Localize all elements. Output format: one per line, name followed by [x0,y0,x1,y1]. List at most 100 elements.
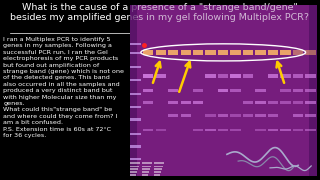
Bar [229,5,242,176]
Bar [143,74,153,78]
Bar [130,162,140,164]
Text: What is the cause of a presence of a "strange band/gene"
besides my amplified ge: What is the cause of a presence of a "st… [11,3,309,22]
Bar [218,50,228,55]
Bar [167,5,180,176]
Bar [142,171,149,173]
Bar [293,101,303,104]
Bar [267,5,279,176]
Bar [142,166,151,167]
Bar [279,5,292,176]
Bar [230,114,241,117]
Bar [168,114,178,117]
Bar [255,89,266,92]
Bar [130,5,137,176]
Bar [180,5,192,176]
Bar [280,50,291,55]
Bar [180,50,191,55]
Bar [154,168,162,170]
Bar [268,114,278,117]
Bar [280,101,291,104]
Bar [280,74,291,78]
Bar [268,129,278,131]
Bar [142,174,148,176]
Bar [243,50,253,55]
Bar [293,74,303,78]
Bar [255,101,266,104]
Bar [143,129,153,131]
Bar [180,114,191,117]
Bar [130,145,141,148]
Bar [305,114,316,117]
Bar [168,101,178,104]
Bar [168,89,178,92]
Bar [143,101,153,104]
Bar [305,89,316,92]
Bar [130,168,139,170]
Bar [130,79,141,81]
Bar [130,5,317,176]
Bar [293,129,303,131]
Bar [255,50,266,55]
Bar [243,74,253,78]
Bar [304,5,317,176]
Bar [280,129,291,131]
Bar [205,50,216,55]
Bar [218,129,228,131]
Bar [142,5,155,176]
Bar [204,5,217,176]
Bar [156,50,166,55]
Bar [168,50,178,55]
Bar [130,118,141,121]
Bar [268,101,278,104]
Bar [205,129,216,131]
Bar [130,133,141,135]
Bar [155,5,167,176]
Bar [255,129,266,131]
Bar [130,158,141,160]
Bar [154,162,164,164]
Bar [305,50,316,55]
Bar [154,171,161,173]
Bar [130,106,141,108]
Bar [268,50,278,55]
Bar [268,74,278,78]
Bar [292,5,304,176]
Bar [205,74,216,78]
Bar [154,166,163,167]
Bar [130,5,142,176]
Bar [230,129,241,131]
Bar [154,174,160,176]
Bar [130,174,136,176]
Bar [255,114,266,117]
Bar [309,5,317,176]
Bar [130,66,141,68]
Bar [193,50,203,55]
Bar [254,5,267,176]
Bar [230,89,241,92]
Bar [243,101,253,104]
Bar [293,89,303,92]
Bar [130,43,141,45]
Bar [218,74,228,78]
Text: I ran a Multiplex PCR to identify 5
genes in my samples. Following a
successful : I ran a Multiplex PCR to identify 5 gene… [3,37,124,138]
Bar [143,50,153,55]
Bar [142,168,150,170]
Bar [193,129,203,131]
Bar [130,52,141,54]
Bar [305,101,316,104]
Bar [142,162,152,164]
Bar [217,5,229,176]
Bar [205,114,216,117]
Bar [143,89,153,92]
Bar [192,5,204,176]
Bar [293,50,303,55]
Bar [242,5,254,176]
Bar [130,171,137,173]
Bar [230,74,241,78]
Bar [130,93,141,95]
Bar [218,89,228,92]
Bar [280,89,291,92]
Bar [180,101,191,104]
Bar [305,129,316,131]
Bar [156,74,166,78]
